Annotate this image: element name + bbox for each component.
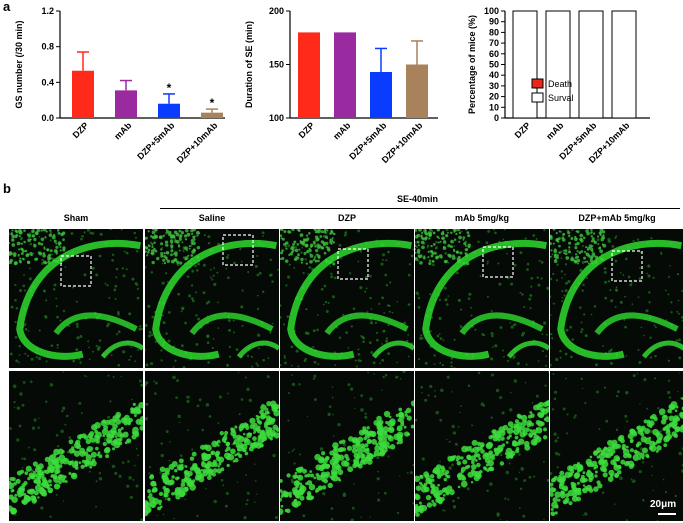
y-tick-label: 90 [489, 17, 499, 27]
scale-bar [658, 513, 676, 515]
x-tick-label: mAb [544, 120, 566, 142]
y-tick-label: 20 [489, 92, 499, 102]
scale-bar-label: 20μm [650, 499, 677, 510]
y-tick-label: 100 [484, 6, 499, 16]
bar [545, 10, 571, 119]
micrograph-zoom [415, 371, 549, 521]
bar [158, 103, 180, 118]
x-tick-label: DZP [297, 120, 317, 140]
micrograph-zoom [9, 371, 143, 521]
bar [578, 10, 604, 119]
column-label-sham: Sham [63, 213, 89, 223]
panel-a-label: a [3, 0, 11, 14]
y-axis-label: Duration of SE (min) [244, 21, 254, 108]
x-tick-label: DZP+5mAb [135, 120, 177, 162]
bar [115, 90, 137, 118]
micrograph-overview [415, 229, 549, 368]
chart-area: 0.0 0.4 0.8 1.2 GS number (/30 min) DZP mAb * DZ… [14, 6, 650, 165]
y-tick-label: 1.2 [41, 6, 54, 16]
y-axis-label: GS number (/30 min) [14, 20, 24, 108]
significance-marker: * [167, 81, 172, 95]
bar [611, 10, 637, 119]
micrograph-overview [9, 229, 143, 368]
bar [72, 70, 94, 118]
column-label-dzp: DZP [338, 213, 356, 223]
y-tick-label: 150 [269, 60, 284, 70]
x-tick-label: DZP [71, 120, 91, 140]
y-tick-label: 40 [489, 70, 499, 80]
column-label-saline: Saline [198, 213, 226, 223]
y-tick-label: 0.8 [41, 42, 54, 52]
column-label-mab: mAb 5mg/kg [454, 213, 509, 223]
legend-label: Death [548, 79, 572, 89]
micrograph-zoom [280, 371, 414, 521]
legend-swatch [531, 92, 544, 103]
y-tick-label: 0 [494, 113, 499, 123]
y-tick-label: 50 [489, 60, 499, 70]
se-group-line [160, 208, 680, 209]
x-tick-label: DZP [513, 120, 533, 140]
x-tick-label: mAb [112, 120, 134, 142]
y-axis-label: Percentage of mice (%) [467, 15, 477, 114]
bar [370, 71, 392, 118]
y-tick-label: 0.0 [41, 113, 54, 123]
y-tick-label: 200 [269, 6, 284, 16]
bar [406, 64, 428, 118]
panel-b-label: b [3, 181, 11, 196]
y-tick-label: 30 [489, 81, 499, 91]
legend-label: Surval [548, 93, 574, 103]
y-tick-label: 10 [489, 102, 499, 112]
y-tick-label: 100 [269, 113, 284, 123]
micrograph-zoom [550, 371, 683, 521]
y-tick-label: 60 [489, 49, 499, 59]
bar [298, 32, 320, 118]
y-tick-label: 0.4 [41, 77, 54, 87]
legend-swatch [531, 78, 544, 89]
se-40min-label: SE-40min [396, 194, 438, 204]
significance-marker: * [210, 96, 215, 110]
micrograph-overview [280, 229, 414, 368]
micrograph-overview [550, 229, 683, 368]
y-tick-label: 70 [489, 38, 499, 48]
micrograph-zoom [145, 371, 279, 521]
x-tick-label: mAb [331, 120, 353, 142]
y-tick-label: 80 [489, 27, 499, 37]
x-tick-label: DZP+10mAb [175, 120, 220, 165]
bar [334, 32, 356, 118]
column-label-dzp-mab: DZP+mAb 5mg/kg [578, 213, 656, 223]
bar [201, 112, 223, 118]
micrograph-overview [145, 229, 279, 368]
